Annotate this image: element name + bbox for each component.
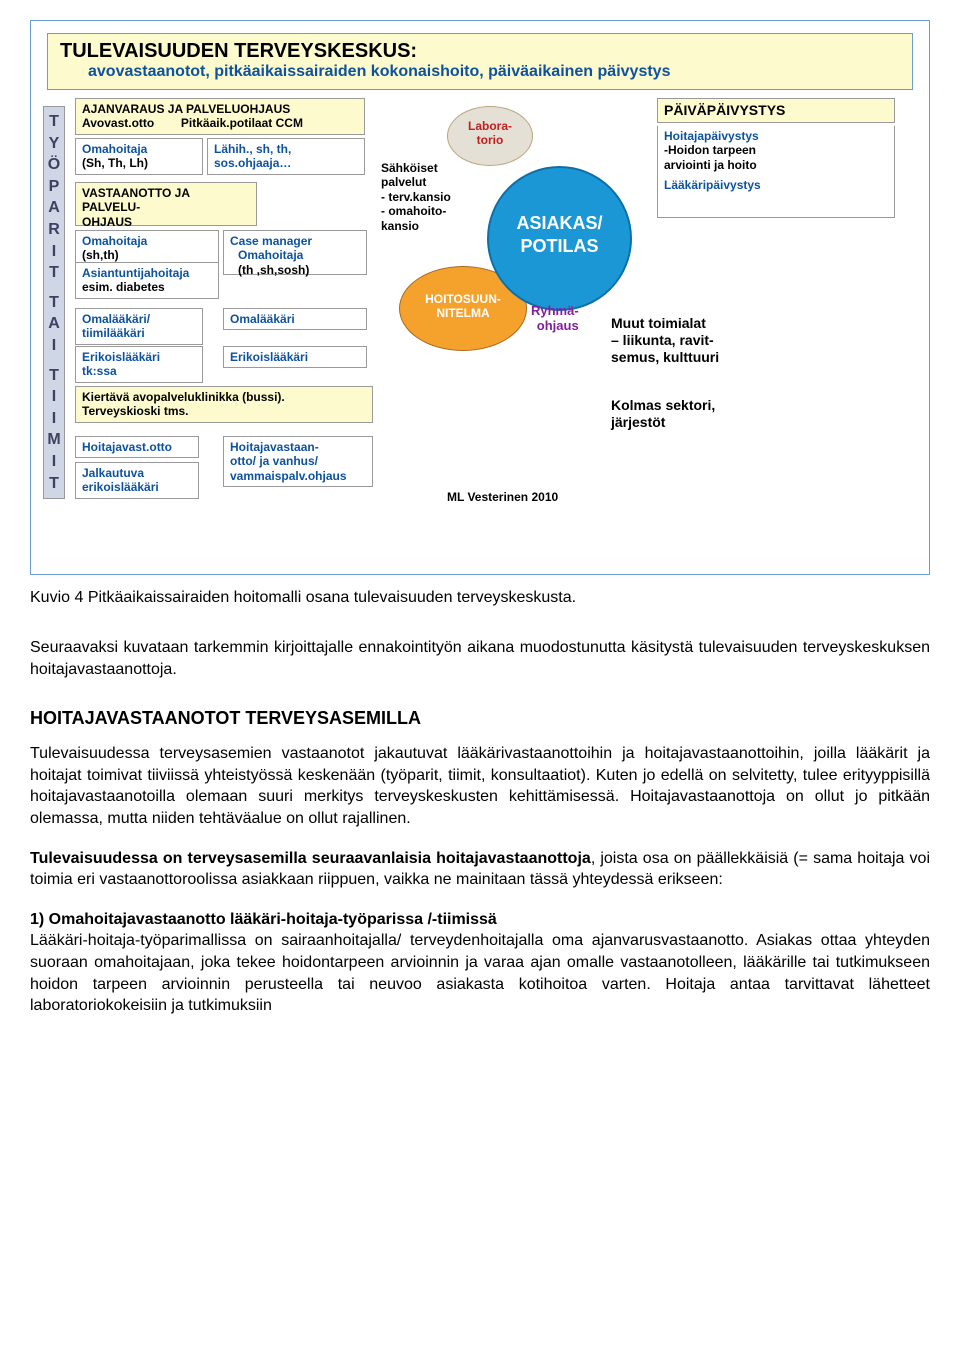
citation: ML Vesterinen 2010	[447, 490, 558, 504]
label-ryhmaohjaus: Ryhmä-ohjaus	[531, 304, 579, 334]
paragraph-1: Seuraavaksi kuvataan tarkemmin kirjoitta…	[30, 637, 930, 680]
box-sahkoiset: Sähköiset palvelut - terv.kansio - omaho…	[375, 158, 471, 236]
para3-bold: Tulevaisuudessa on terveysasemilla seura…	[30, 850, 591, 867]
box-hoitajavast: Hoitajavast.otto	[75, 436, 199, 458]
box-omalaakari-2: Omalääkäri	[223, 308, 367, 330]
box-paivapaivystys-head: PÄIVÄPÄIVYSTYS	[657, 98, 895, 123]
box-kiertava: Kiertävä avopalveluklinikka (bussi). Ter…	[75, 386, 373, 423]
box-omahoitaja-1: Omahoitaja (Sh, Th, Lh)	[75, 138, 203, 175]
box-case-manager: Case manager Omahoitaja (th ,sh,sosh)	[223, 230, 367, 275]
figure-caption: Kuvio 4 Pitkäaikaissairaiden hoitomalli …	[30, 589, 930, 607]
side-label: TYÖPARIT TAI TIIMIT	[43, 106, 65, 499]
para4-bold: 1) Omahoitajavastaanotto lääkäri-hoitaja…	[30, 911, 497, 928]
section-heading: HOITAJAVASTAANOTOT TERVEYSASEMILLA	[30, 708, 930, 729]
diagram-subtitle: avovastaanotot, pitkäaikaissairaiden kok…	[60, 63, 900, 81]
diagram-frame: TULEVAISUUDEN TERVEYSKESKUS: avovastaano…	[30, 20, 930, 575]
paragraph-4: 1) Omahoitajavastaanotto lääkäri-hoitaja…	[30, 909, 930, 1017]
box-kolmas-sektori: Kolmas sektori, järjestöt	[605, 394, 775, 434]
box-lahihoitaja: Lähih., sh, th, sos.ohjaaja…	[207, 138, 365, 175]
diagram-body: TYÖPARIT TAI TIIMIT AJANVARAUS JA PALVEL…	[47, 96, 913, 556]
oval-laboratorio: Labora-torio	[447, 106, 533, 166]
box-erikoislaakari-2: Erikoislääkäri	[223, 346, 367, 368]
paragraph-3: Tulevaisuudessa on terveysasemilla seura…	[30, 848, 930, 891]
diagram-title: TULEVAISUUDEN TERVEYSKESKUS:	[60, 40, 900, 63]
box-muut-toimialat: Muut toimialat – liikunta, ravit- semus,…	[605, 312, 775, 368]
box-omalaakari: Omalääkäri/ tiimilääkäri	[75, 308, 203, 345]
box-erikoislaakari-1: Erikoislääkäri tk:ssa	[75, 346, 203, 383]
box-jalkautuva: Jalkautuva erikoislääkäri	[75, 462, 199, 499]
diagram-title-box: TULEVAISUUDEN TERVEYSKESKUS: avovastaano…	[47, 33, 913, 90]
box-paivapaivystys-body: Hoitajapäivystys -Hoidon tarpeen arvioin…	[657, 126, 895, 218]
paragraph-2: Tulevaisuudessa terveysasemien vastaanot…	[30, 743, 930, 829]
box-hoitajavastaanotto: Hoitajavastaan- otto/ ja vanhus/ vammais…	[223, 436, 373, 487]
box-asiantuntijahoitaja: Asiantuntijahoitaja esim. diabetes	[75, 262, 219, 299]
circle-asiakas: ASIAKAS/POTILAS	[487, 166, 632, 311]
box-ajanvaraus: AJANVARAUS JA PALVELUOHJAUS Avovast.otto…	[75, 98, 365, 135]
para4-body: Lääkäri-hoitaja-työparimallissa on saira…	[30, 932, 930, 1014]
box-vastaanotto-ohjaus: VASTAANOTTO JA PALVELU- OHJAUS	[75, 182, 257, 226]
